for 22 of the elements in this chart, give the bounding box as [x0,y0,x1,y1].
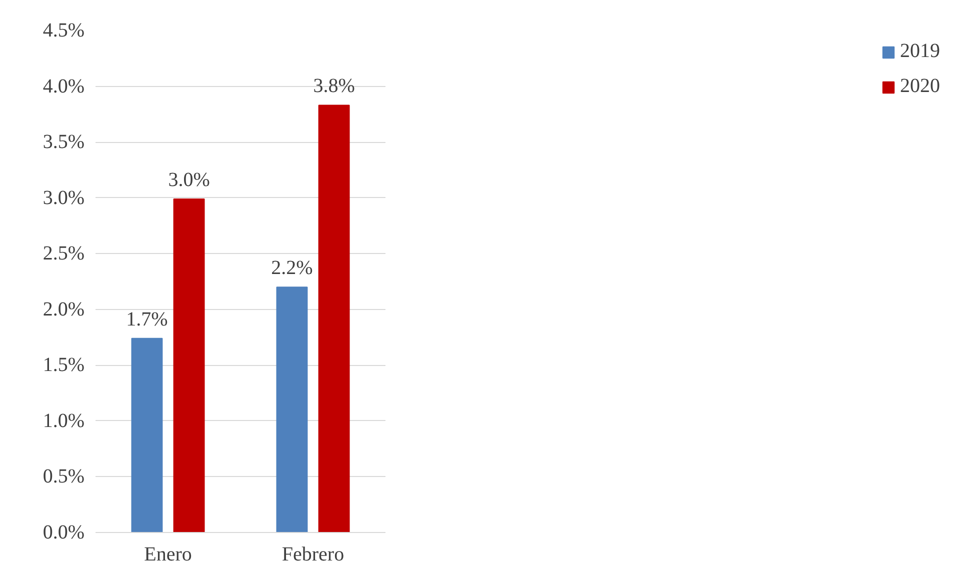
x-tick-label: Enero [144,544,192,566]
y-tick-label: 4.5% [42,20,85,42]
data-label: 3.0% [168,168,210,191]
y-tick-label: 3.5% [42,131,85,154]
legend-label: 2020 [900,75,940,98]
bar [318,104,350,532]
data-label: 2.2% [271,257,313,280]
y-tick-label: 0.0% [42,522,85,544]
y-tick-label: 1.5% [42,354,85,376]
data-label: 1.7% [126,308,168,330]
y-tick-label: 1.0% [42,410,85,432]
data-label: 3.8% [313,75,355,98]
bar [276,286,308,532]
y-tick-label: 4.0% [42,75,85,98]
y-tick-label: 2.0% [42,298,85,320]
x-tick-label: Febrero [282,544,344,566]
y-tick-label: 2.5% [42,242,85,265]
y-tick-label: 3.0% [42,186,85,209]
y-tick-label: 0.5% [42,466,85,488]
bar [173,198,205,532]
legend-label: 2019 [900,40,940,63]
bar [131,338,163,532]
